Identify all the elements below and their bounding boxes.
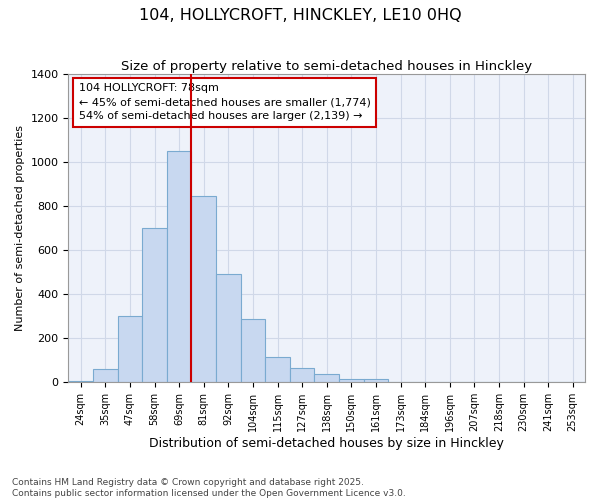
Bar bbox=[167, 151, 191, 382]
Bar bbox=[290, 368, 314, 382]
Title: Size of property relative to semi-detached houses in Hinckley: Size of property relative to semi-detach… bbox=[121, 60, 532, 73]
Bar bbox=[68, 381, 93, 382]
Bar bbox=[93, 369, 118, 382]
Bar bbox=[314, 374, 339, 382]
Bar bbox=[216, 274, 241, 382]
Bar bbox=[241, 318, 265, 382]
Bar bbox=[142, 228, 167, 382]
Y-axis label: Number of semi-detached properties: Number of semi-detached properties bbox=[15, 126, 25, 332]
Bar bbox=[265, 357, 290, 382]
X-axis label: Distribution of semi-detached houses by size in Hinckley: Distribution of semi-detached houses by … bbox=[149, 437, 504, 450]
Bar bbox=[339, 379, 364, 382]
Bar bbox=[191, 196, 216, 382]
Text: 104, HOLLYCROFT, HINCKLEY, LE10 0HQ: 104, HOLLYCROFT, HINCKLEY, LE10 0HQ bbox=[139, 8, 461, 22]
Bar bbox=[118, 316, 142, 382]
Text: 104 HOLLYCROFT: 78sqm
← 45% of semi-detached houses are smaller (1,774)
54% of s: 104 HOLLYCROFT: 78sqm ← 45% of semi-deta… bbox=[79, 84, 371, 122]
Text: Contains HM Land Registry data © Crown copyright and database right 2025.
Contai: Contains HM Land Registry data © Crown c… bbox=[12, 478, 406, 498]
Bar bbox=[364, 379, 388, 382]
